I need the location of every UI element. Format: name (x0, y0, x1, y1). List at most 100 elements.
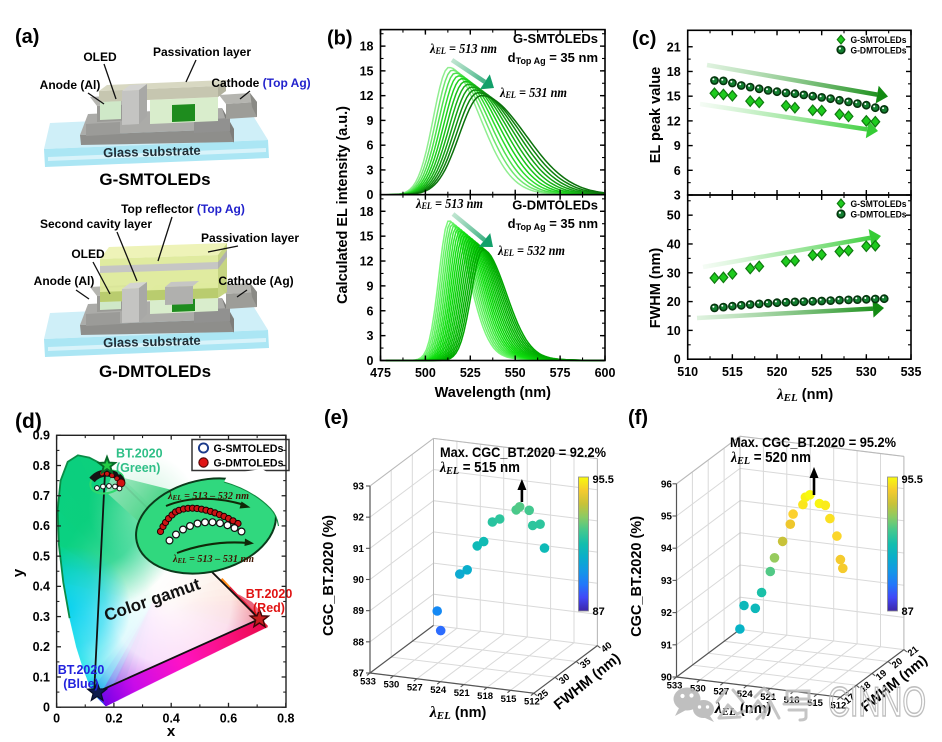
svg-text:12: 12 (360, 89, 374, 103)
svg-text:G-SMTOLEDs: G-SMTOLEDs (851, 199, 907, 209)
svg-text:Glass substrate: Glass substrate (103, 143, 201, 161)
svg-text:(d): (d) (15, 410, 42, 433)
svg-text:533: 533 (360, 677, 376, 688)
svg-text:91: 91 (661, 640, 673, 651)
svg-text:15: 15 (360, 230, 374, 244)
svg-text:93: 93 (661, 576, 673, 587)
svg-text:(f): (f) (628, 407, 648, 429)
svg-text:525: 525 (811, 365, 832, 379)
svg-text:12: 12 (667, 114, 681, 128)
svg-text:95.5: 95.5 (902, 474, 923, 486)
svg-text:λEL = 513 nm: λEL = 513 nm (415, 196, 483, 211)
svg-text:512: 512 (524, 697, 540, 708)
svg-text:521: 521 (454, 688, 471, 699)
svg-text:Anode (Al): Anode (Al) (40, 78, 101, 92)
svg-text:87: 87 (353, 669, 365, 680)
svg-text:G-DMTOLEDs: G-DMTOLEDs (851, 210, 907, 220)
svg-text:x: x (167, 723, 176, 740)
svg-text:6: 6 (674, 164, 681, 178)
svg-text:y: y (10, 568, 27, 577)
svg-text:OLED: OLED (83, 50, 117, 64)
svg-text:(b): (b) (327, 28, 353, 50)
svg-text:0.3: 0.3 (33, 610, 50, 624)
svg-text:15: 15 (667, 90, 681, 104)
svg-text:(Red): (Red) (253, 601, 285, 615)
svg-text:21: 21 (667, 40, 681, 54)
svg-text:FWHM (nm): FWHM (nm) (648, 248, 664, 329)
svg-text:λEL = 515 nm: λEL = 515 nm (439, 460, 520, 477)
svg-text:90: 90 (353, 575, 365, 586)
svg-text:0.6: 0.6 (33, 519, 50, 533)
svg-text:CINNO: CINNO (828, 678, 926, 725)
svg-text:9: 9 (367, 114, 374, 128)
svg-text:93: 93 (353, 482, 365, 493)
svg-text:λEL = 531 nm: λEL = 531 nm (499, 85, 567, 100)
svg-text:Cathode (Top Ag): Cathode (Top Ag) (211, 76, 310, 90)
svg-text:Cathode (Ag): Cathode (Ag) (218, 274, 293, 288)
svg-text:EL peak value: EL peak value (648, 67, 664, 163)
svg-text:12: 12 (360, 255, 374, 269)
svg-text:Calculated EL intensity (a.u.): Calculated EL intensity (a.u.) (335, 106, 351, 304)
svg-text:0.1: 0.1 (33, 670, 50, 684)
svg-text:(Blue): (Blue) (63, 677, 98, 691)
svg-text:0.2: 0.2 (105, 712, 122, 726)
svg-text:(e): (e) (324, 407, 348, 429)
svg-text:Anode (Al): Anode (Al) (34, 274, 95, 288)
svg-text:500: 500 (415, 366, 436, 380)
svg-text:575: 575 (550, 366, 571, 380)
svg-text:0: 0 (53, 712, 60, 726)
svg-text:G-SMTOLEDs: G-SMTOLEDs (214, 443, 284, 455)
svg-text:520: 520 (767, 365, 788, 379)
svg-text:G-DMTOLEDs: G-DMTOLEDs (851, 45, 907, 55)
svg-text:6: 6 (367, 139, 374, 153)
svg-text:6: 6 (367, 304, 374, 318)
svg-text:λEL = 520 nm: λEL = 520 nm (730, 450, 811, 467)
svg-text:91: 91 (353, 544, 365, 555)
svg-text:50: 50 (667, 209, 681, 223)
svg-text:87: 87 (902, 606, 914, 618)
svg-text:10: 10 (667, 324, 681, 338)
svg-text:30: 30 (667, 266, 681, 280)
svg-text:530: 530 (856, 365, 877, 379)
svg-text:BT.2020: BT.2020 (246, 587, 293, 601)
svg-text:0.8: 0.8 (277, 712, 294, 726)
svg-text:0.2: 0.2 (33, 640, 50, 654)
svg-text:Wavelength (nm): Wavelength (nm) (435, 385, 551, 401)
svg-text:510: 510 (677, 365, 698, 379)
svg-text:λEL (nm): λEL (nm) (776, 387, 833, 404)
svg-text:0.4: 0.4 (33, 580, 50, 594)
svg-text:0.5: 0.5 (33, 550, 50, 564)
svg-text:CGC_BT.2020 (%): CGC_BT.2020 (%) (629, 516, 645, 637)
svg-text:0.4: 0.4 (163, 712, 180, 726)
svg-text:G-DMTOLEDs: G-DMTOLEDs (512, 198, 598, 213)
svg-text:(a): (a) (15, 26, 39, 48)
svg-text:Passivation layer: Passivation layer (201, 231, 299, 245)
svg-text:94: 94 (661, 544, 673, 555)
svg-text:9: 9 (367, 279, 374, 293)
svg-text:G-SMTOLEDs: G-SMTOLEDs (513, 31, 598, 46)
svg-text:527: 527 (713, 686, 729, 697)
svg-text:524: 524 (737, 689, 754, 700)
svg-text:0: 0 (367, 188, 374, 202)
svg-text:92: 92 (661, 608, 673, 619)
svg-text:3: 3 (367, 163, 374, 177)
svg-text:95.5: 95.5 (593, 474, 614, 486)
svg-text:525: 525 (460, 366, 481, 380)
svg-text:λEL = 513 – 531 nm: λEL = 513 – 531 nm (172, 554, 254, 565)
svg-text:0.8: 0.8 (33, 459, 50, 473)
svg-text:G-SMTOLEDs: G-SMTOLEDs (99, 170, 210, 189)
svg-text:0.6: 0.6 (220, 712, 237, 726)
svg-text:G-SMTOLEDs: G-SMTOLEDs (851, 35, 907, 45)
svg-text:3: 3 (674, 189, 681, 203)
svg-text:92: 92 (353, 513, 365, 524)
svg-text:524: 524 (430, 685, 447, 696)
svg-text:18: 18 (360, 40, 374, 54)
svg-text:521: 521 (760, 692, 777, 703)
svg-text:3: 3 (367, 329, 374, 343)
svg-text:88: 88 (353, 637, 365, 648)
svg-text:15: 15 (360, 64, 374, 78)
svg-text:530: 530 (690, 683, 706, 694)
svg-text:515: 515 (722, 365, 743, 379)
svg-text:9: 9 (674, 139, 681, 153)
svg-text:G-DMTOLEDs: G-DMTOLEDs (99, 362, 211, 381)
